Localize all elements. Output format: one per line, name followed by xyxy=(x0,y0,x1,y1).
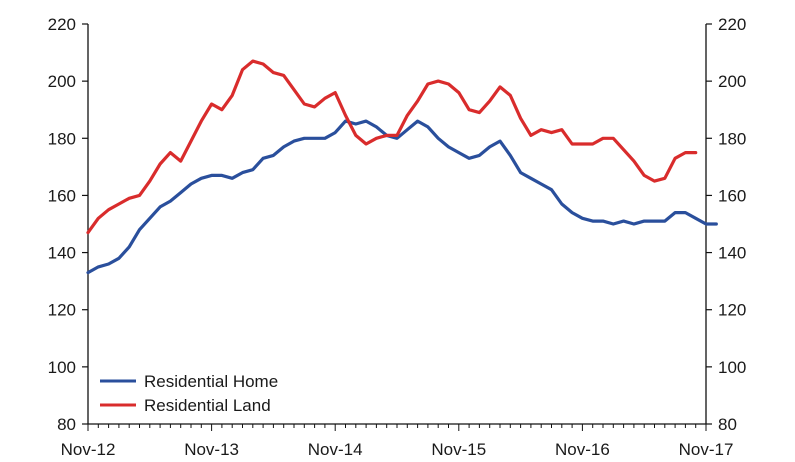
right-y-tick-label: 200 xyxy=(718,72,746,91)
legend: Residential Home Residential Land xyxy=(100,372,278,415)
left-y-tick-label: 100 xyxy=(48,358,76,377)
right-y-tick-label: 180 xyxy=(718,129,746,148)
right-y-axis-ticks: 80 100 120 140 160 180 200 220 xyxy=(706,15,746,434)
left-y-tick-label: 160 xyxy=(48,186,76,205)
right-y-tick-label: 80 xyxy=(718,415,737,434)
right-y-tick-label: 120 xyxy=(718,301,746,320)
legend-label-residential-land: Residential Land xyxy=(144,396,271,415)
series-line-residential-land xyxy=(86,59,698,235)
series-line-residential-home xyxy=(86,119,718,275)
series-layer xyxy=(86,59,718,275)
left-y-tick-label: 120 xyxy=(48,301,76,320)
right-y-tick-label: 140 xyxy=(718,244,746,263)
right-y-tick-label: 160 xyxy=(718,186,746,205)
right-y-tick-label: 100 xyxy=(718,358,746,377)
x-tick-label: Nov-16 xyxy=(555,440,610,459)
left-y-tick-label: 200 xyxy=(48,72,76,91)
x-axis-ticks: Nov-12 Nov-13 Nov-14 Nov-15 Nov-16 Nov-17 xyxy=(61,424,734,459)
left-y-tick-label: 180 xyxy=(48,129,76,148)
right-y-tick-label: 220 xyxy=(718,15,746,34)
x-tick-label: Nov-15 xyxy=(431,440,486,459)
x-tick-label: Nov-12 xyxy=(61,440,116,459)
x-tick-label: Nov-13 xyxy=(184,440,239,459)
x-tick-label: Nov-14 xyxy=(308,440,363,459)
left-y-tick-label: 80 xyxy=(57,415,76,434)
left-y-tick-label: 140 xyxy=(48,244,76,263)
left-y-axis-ticks: 80 100 120 140 160 180 200 220 xyxy=(48,15,88,434)
x-tick-label: Nov-17 xyxy=(679,440,734,459)
left-y-tick-label: 220 xyxy=(48,15,76,34)
legend-label-residential-home: Residential Home xyxy=(144,372,278,391)
